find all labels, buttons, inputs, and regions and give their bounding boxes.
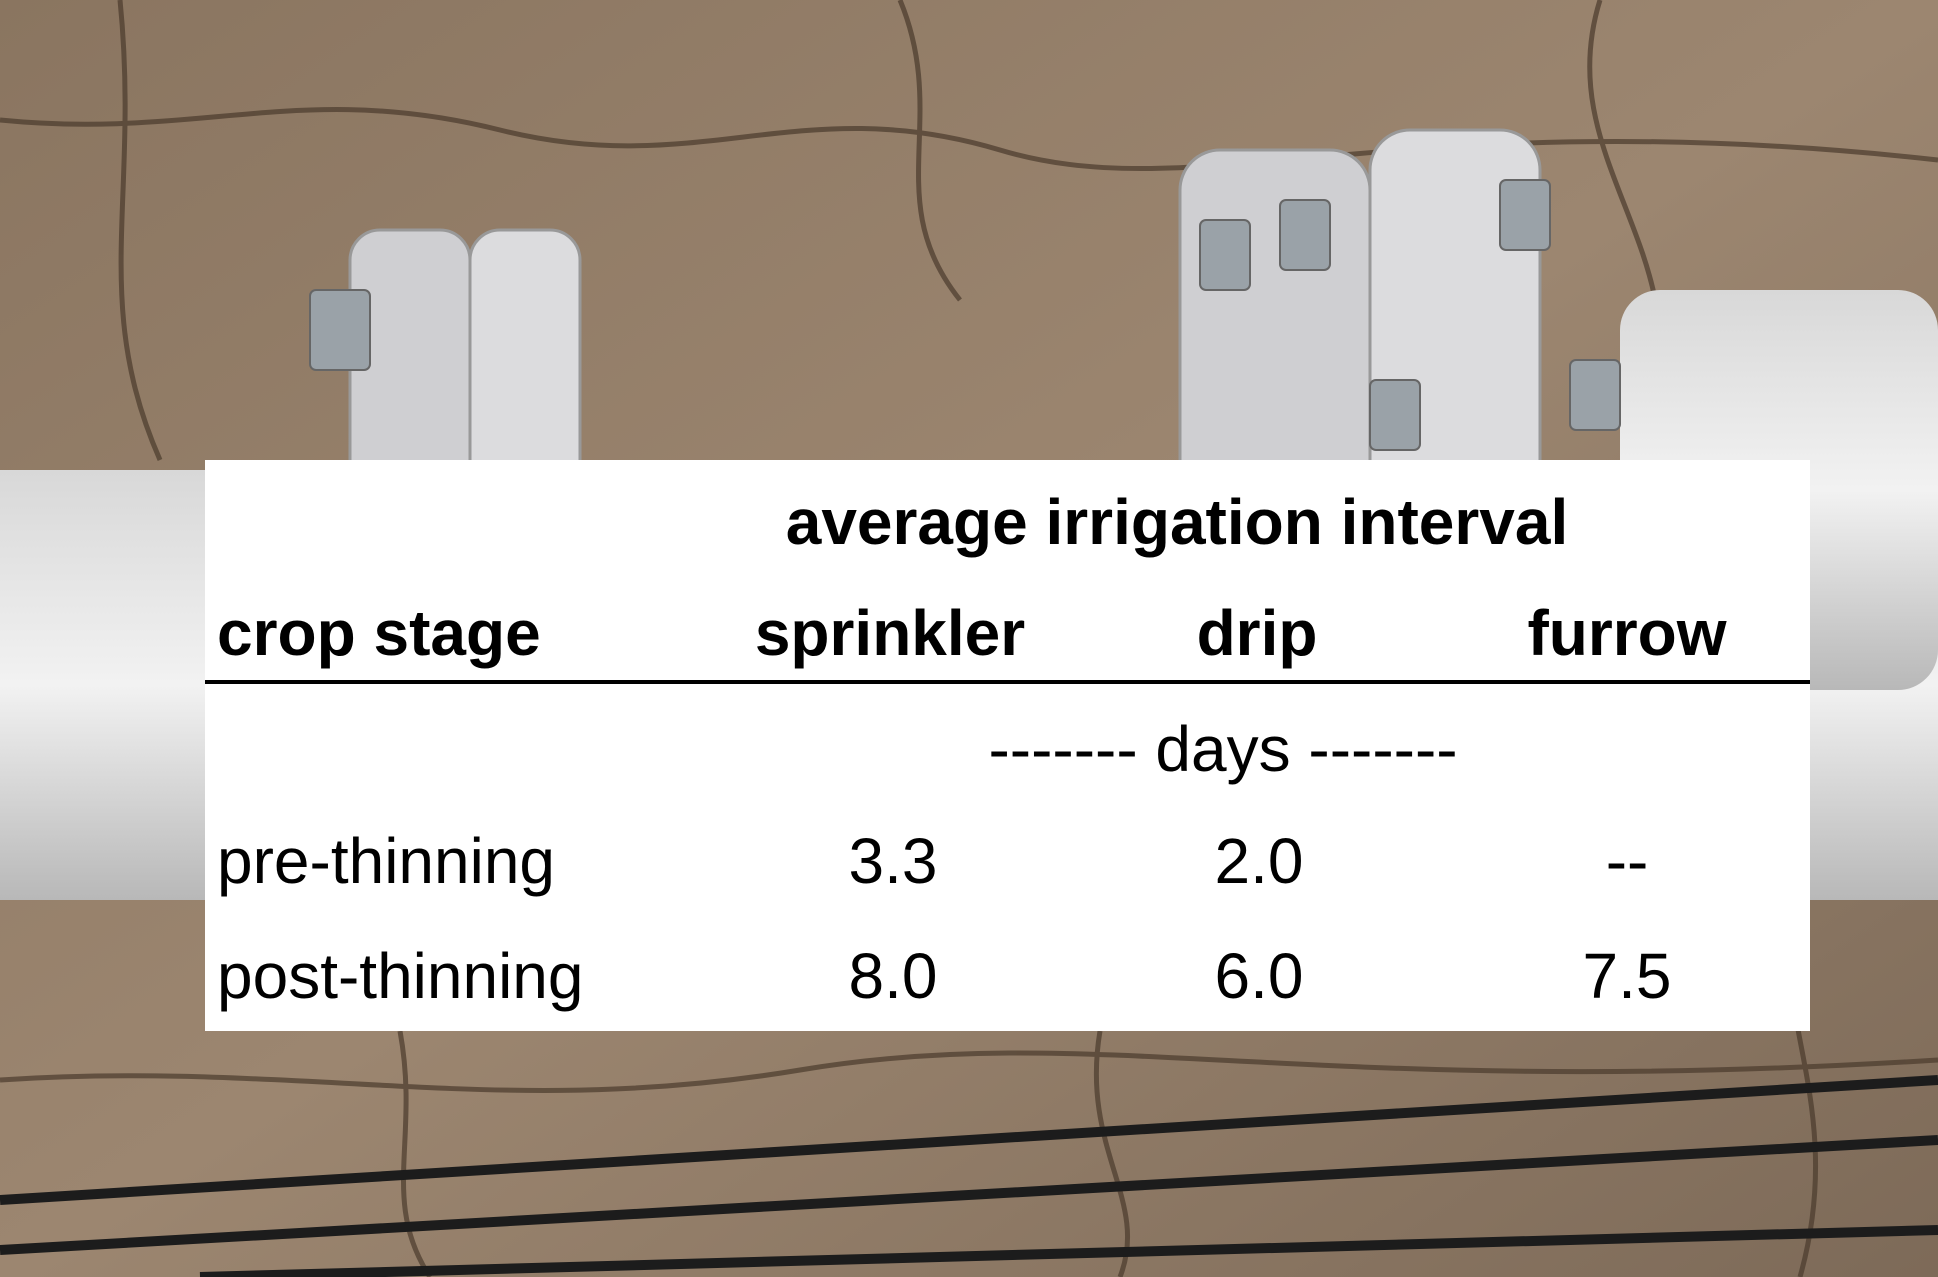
column-header: drip (1196, 597, 1318, 669)
column-header: furrow (1527, 597, 1727, 669)
cell: 6.0 (1214, 940, 1304, 1012)
header-rule (205, 680, 1810, 684)
cell: 7.5 (1582, 940, 1672, 1012)
row-label: post-thinning (217, 940, 584, 1012)
cell: 3.3 (848, 825, 938, 897)
unit-row: ------- days ------- (988, 713, 1458, 785)
column-header: crop stage (217, 597, 541, 669)
column-header: sprinkler (754, 597, 1026, 669)
row-label: pre-thinning (217, 825, 555, 897)
table: average irrigation interval crop stage s… (205, 460, 1810, 1031)
cell: 2.0 (1214, 825, 1304, 897)
group-header: average irrigation interval (785, 486, 1569, 558)
cell: -- (1605, 825, 1649, 897)
cell: 8.0 (848, 940, 938, 1012)
